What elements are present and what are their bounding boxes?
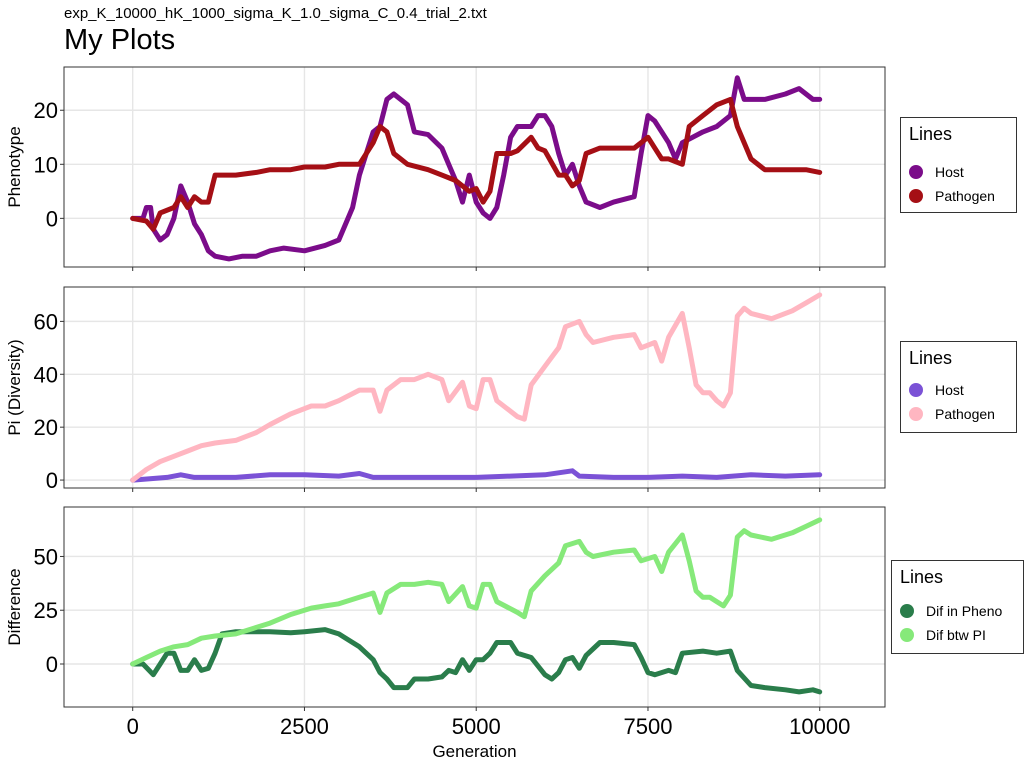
legend-item-host: Host xyxy=(909,161,964,183)
legend-pi: Lines Host Pathogen xyxy=(900,341,1017,433)
panel-border xyxy=(63,286,886,489)
legend-dot-icon xyxy=(900,604,914,618)
page-title: My Plots xyxy=(64,24,176,56)
y-tick-label: 20 xyxy=(34,98,58,123)
series-line-pathogen xyxy=(130,292,823,483)
legend-dot-icon xyxy=(909,165,923,179)
series-line-host xyxy=(130,468,823,483)
y-axis-label: Phenotype xyxy=(5,126,24,207)
y-tick-label: 40 xyxy=(34,362,58,387)
x-tick-label: 2500 xyxy=(280,714,329,739)
y-tick-label: 50 xyxy=(34,544,58,569)
legend-label: Pathogen xyxy=(935,188,995,204)
file-name-subtitle: exp_K_10000_hK_1000_sigma_K_1.0_sigma_C_… xyxy=(64,5,487,22)
y-axis-label: Difference xyxy=(5,568,24,645)
legend-item-host: Host xyxy=(909,379,964,401)
y-tick-label: 0 xyxy=(46,652,58,677)
series-line-pathogen xyxy=(130,96,823,232)
panel-border xyxy=(63,506,886,708)
legend-dot-icon xyxy=(909,407,923,421)
x-tick-label: 5000 xyxy=(452,714,501,739)
y-tick-label: 0 xyxy=(46,206,58,231)
legend-label: Host xyxy=(935,164,964,180)
x-tick-label: 7500 xyxy=(623,714,672,739)
legend-label: Dif btw PI xyxy=(926,627,986,643)
y-tick-label: 10 xyxy=(34,152,58,177)
legend-item-pathogen: Pathogen xyxy=(909,403,995,425)
x-axis-label: Generation xyxy=(432,742,516,761)
legend-title: Lines xyxy=(909,348,953,368)
series-line-dif-in-pheno xyxy=(130,627,823,695)
y-tick-label: 25 xyxy=(34,598,58,623)
panel-border xyxy=(63,66,886,268)
legend-dot-icon xyxy=(900,628,914,642)
legend-title: Lines xyxy=(900,567,944,587)
legend-title: Lines xyxy=(909,124,953,144)
series-line-dif-btw-pi xyxy=(130,517,823,667)
x-tick-label: 0 xyxy=(127,714,139,739)
legend-label: Host xyxy=(935,382,964,398)
legend-item-dif-in-pheno: Dif in Pheno xyxy=(900,600,1002,622)
y-tick-label: 20 xyxy=(34,415,58,440)
legend-difference: Lines Dif in Pheno Dif btw PI xyxy=(891,560,1024,654)
x-tick-label: 10000 xyxy=(789,714,850,739)
y-axis-label: Pi (Diversity) xyxy=(5,339,24,435)
y-tick-label: 60 xyxy=(34,309,58,334)
legend-dot-icon xyxy=(909,383,923,397)
legend-item-dif-btw-pi: Dif btw PI xyxy=(900,624,986,646)
legend-dot-icon xyxy=(909,189,923,203)
legend-phenotype: Lines Host Pathogen xyxy=(900,117,1017,213)
legend-label: Pathogen xyxy=(935,406,995,422)
legend-item-pathogen: Pathogen xyxy=(909,185,995,207)
legend-label: Dif in Pheno xyxy=(926,603,1003,619)
y-tick-label: 0 xyxy=(46,468,58,493)
